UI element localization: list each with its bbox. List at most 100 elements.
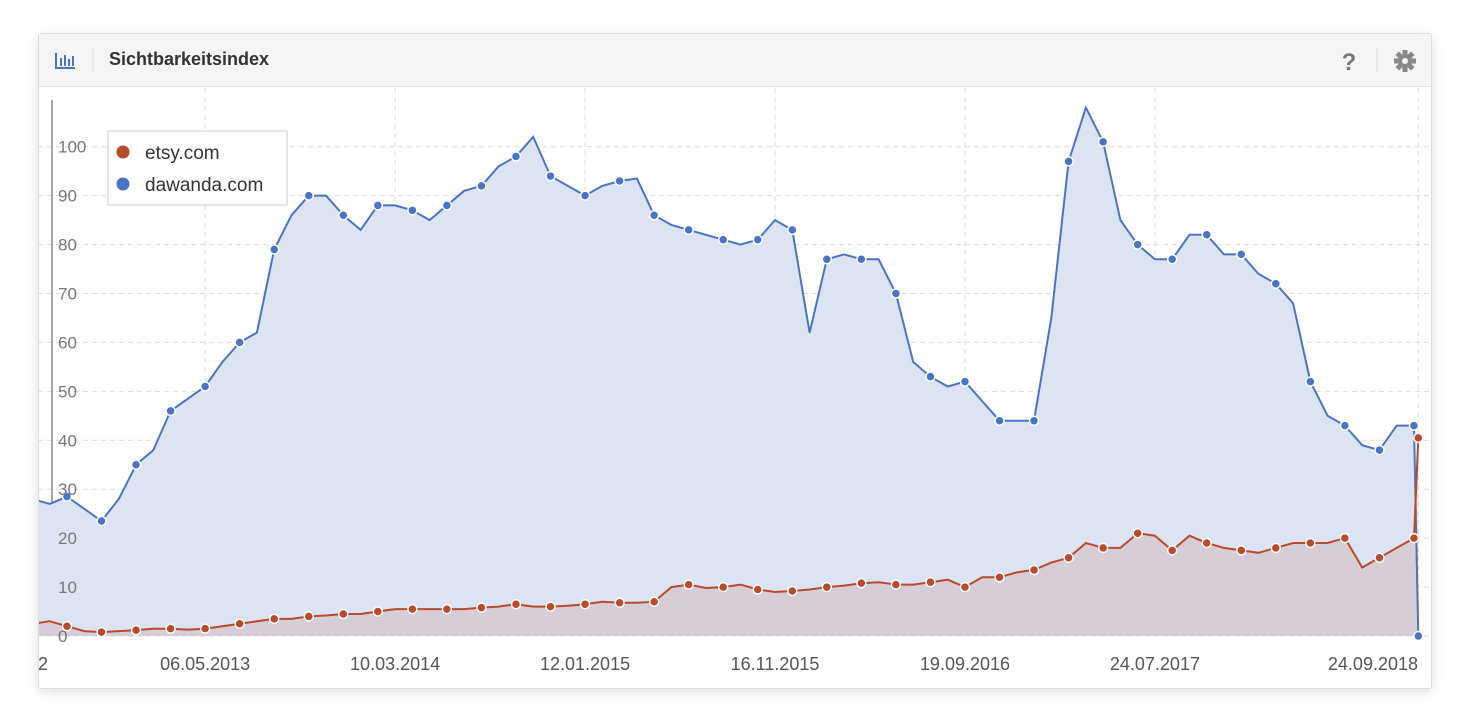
y-tick-label: 20 (58, 529, 77, 548)
point (856, 254, 867, 265)
y-tick-label: 70 (58, 285, 77, 304)
line (39, 437, 1420, 634)
point (925, 371, 936, 382)
x-tick-label: 19.09.2016 (920, 654, 1010, 674)
point (1063, 552, 1074, 563)
point (165, 623, 176, 634)
point (787, 224, 798, 236)
legend-label: dawanda.com (145, 175, 263, 196)
point (338, 608, 349, 620)
point (1413, 630, 1424, 642)
point (648, 596, 660, 607)
point (579, 598, 591, 610)
point (28, 619, 37, 628)
point (959, 581, 971, 593)
point (821, 254, 833, 265)
legend-label: etsy.com (145, 143, 220, 164)
x-tick-label: 06.05.2013 (160, 654, 250, 674)
point (441, 200, 453, 211)
point (1270, 542, 1282, 554)
point (545, 170, 556, 182)
point (199, 623, 211, 634)
y-tick-label: 100 (58, 138, 86, 157)
point (1166, 254, 1178, 265)
x-tick-label: 16.11.2015 (731, 654, 820, 674)
point (925, 576, 936, 588)
point (683, 224, 694, 236)
point (476, 602, 487, 613)
point (614, 175, 625, 187)
point (1374, 444, 1385, 456)
x-tick-label: 12.01.2015 (540, 654, 630, 674)
y-tick-label: 90 (58, 187, 77, 206)
point (130, 459, 142, 470)
x-tick-label: 10.03.2014 (350, 654, 440, 674)
point (303, 611, 315, 622)
point (1028, 415, 1040, 426)
point (994, 415, 1005, 426)
point (752, 584, 763, 595)
point (372, 606, 384, 617)
y-tick-label: 40 (58, 431, 77, 450)
area (39, 437, 1419, 636)
point (579, 190, 591, 201)
point (1166, 545, 1178, 556)
help-icon[interactable]: ? (1342, 49, 1357, 76)
point (96, 626, 107, 638)
point (1236, 249, 1247, 260)
point (683, 579, 694, 590)
point (199, 381, 211, 392)
point (1305, 537, 1316, 549)
point (890, 579, 902, 590)
y-tick-label: 80 (58, 236, 77, 255)
point (476, 180, 487, 192)
point (407, 205, 418, 216)
y-tick-label: 50 (58, 382, 77, 401)
point (1132, 239, 1143, 250)
y-tick-label: 60 (58, 333, 77, 352)
point (545, 601, 556, 612)
point (648, 209, 660, 221)
point (28, 495, 37, 504)
point (338, 209, 349, 221)
point (61, 491, 73, 502)
legend-box (107, 130, 288, 206)
legend-marker (116, 177, 130, 191)
x-tick-label: 2 (38, 654, 48, 674)
point (1374, 552, 1385, 563)
point (614, 597, 625, 608)
x-tick-label: 24.09.2018 (1328, 654, 1418, 674)
point (717, 234, 729, 245)
point (268, 613, 280, 625)
point (268, 244, 280, 255)
point (1097, 136, 1109, 148)
point (61, 620, 73, 632)
point (752, 234, 763, 245)
point (1305, 376, 1316, 387)
x-tick-label: 24.07.2017 (1110, 654, 1200, 674)
settings-icon[interactable] (1389, 45, 1420, 76)
point (1201, 229, 1212, 241)
point (130, 624, 142, 636)
y-tick-label: 30 (58, 480, 77, 499)
point (165, 405, 176, 417)
point (441, 603, 453, 615)
widget-title: Sichtbarkeitsindex (109, 49, 270, 69)
point (1408, 420, 1420, 431)
point (1339, 420, 1351, 431)
y-tick-label: 10 (58, 578, 77, 597)
point (1201, 537, 1212, 549)
chart-icon[interactable] (55, 53, 75, 69)
point (234, 618, 245, 630)
point (372, 200, 384, 211)
legend-marker (116, 145, 130, 159)
point (821, 581, 833, 593)
point (1413, 432, 1424, 444)
point (994, 572, 1005, 583)
point (1132, 528, 1143, 539)
area (39, 107, 1419, 636)
point (1028, 564, 1040, 576)
point (510, 598, 522, 610)
